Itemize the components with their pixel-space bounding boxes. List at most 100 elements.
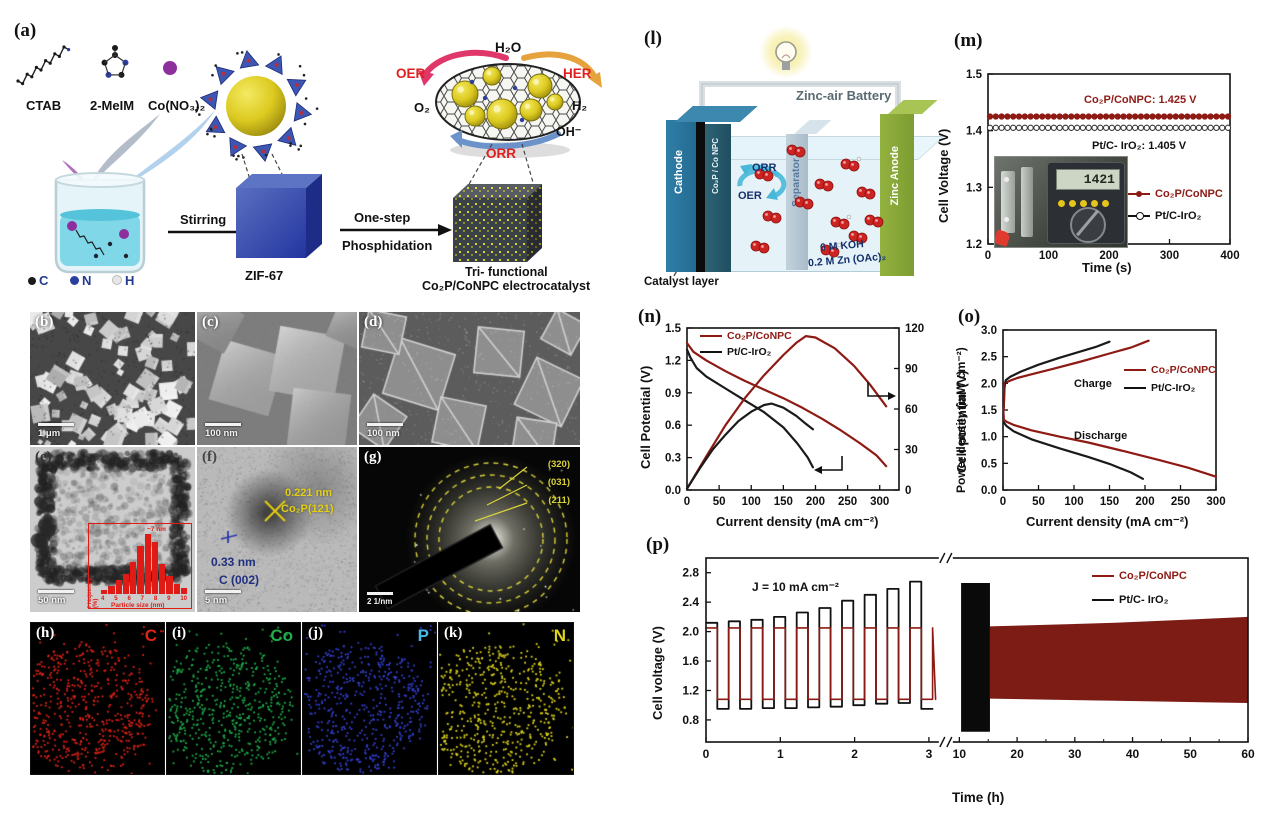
- histogram-xtick: 6: [127, 596, 131, 602]
- orr-arrowhead: [450, 130, 462, 148]
- ocv-marker: [1131, 124, 1139, 131]
- atom-legend-n: N: [70, 273, 91, 288]
- legend-line-icon: [1092, 575, 1114, 577]
- panel-g: (g) (320) (031) (211) 2 1/nm: [359, 447, 580, 612]
- product-label-2: Co₂P/CoNPC electrocatalyst: [422, 279, 591, 293]
- cage-tetrahedron: [229, 136, 248, 157]
- reagent-ctab-label: CTAB: [26, 98, 62, 113]
- y-tick-label: 0.8: [682, 713, 699, 727]
- ocv-marker: [1184, 113, 1191, 120]
- ctab-in-liquid: [75, 229, 105, 256]
- reagent-cobalt-label: Co(NO₃)₂: [148, 98, 206, 113]
- histogram-xtick: 4: [101, 596, 105, 602]
- legend-line-icon: [1124, 369, 1146, 371]
- x-tick-label: 10: [953, 747, 967, 761]
- y-tick-label: 1.0: [981, 432, 997, 444]
- histogram-bar: [144, 534, 151, 594]
- m-legend-black: Pt/C-IrO₂: [1128, 210, 1201, 222]
- y-tick-label: 0.0: [665, 485, 681, 497]
- cage-organic-dot: [235, 157, 238, 161]
- o2-highlight: [797, 149, 800, 152]
- orr-label: ORR: [486, 146, 516, 161]
- panel-o-label: (o): [958, 306, 981, 327]
- ocv-marker: [1190, 113, 1197, 120]
- ocv-marker: [1039, 113, 1046, 120]
- y-tick-label: 2.4: [682, 595, 699, 609]
- ring-label-320: (320): [547, 459, 570, 470]
- ocv-marker: [1068, 124, 1075, 131]
- ctab-atom: [34, 65, 38, 69]
- ocv-marker: [1160, 113, 1168, 120]
- hrtem-image-f: [197, 447, 357, 612]
- ring-callout-line: [474, 502, 528, 522]
- ocv-marker: [1062, 113, 1069, 120]
- ocv-marker: [1079, 124, 1087, 131]
- ocv-marker: [1097, 124, 1104, 131]
- x-tick-label: 250: [838, 496, 857, 508]
- y-tick-label: 0.3: [665, 453, 681, 465]
- panel-f-label: (f): [202, 449, 217, 465]
- ocv-marker: [1114, 113, 1121, 120]
- ocv-marker: [1149, 124, 1156, 131]
- cage-organic-dot: [196, 106, 200, 109]
- cage-co-atom: [286, 136, 291, 141]
- ocv-marker: [1027, 124, 1034, 131]
- x-tick-label: 100: [1039, 250, 1058, 262]
- ocv-marker: [1184, 124, 1191, 131]
- cage-core-sphere: [226, 76, 286, 136]
- atom-legend-c: C: [28, 273, 48, 288]
- scalebar-c: 100 nm: [205, 423, 241, 439]
- o2-highlight: [817, 181, 820, 184]
- fullerene-ball: [451, 80, 479, 108]
- ocv-marker: [1033, 113, 1040, 120]
- bulb-base: [782, 62, 790, 70]
- zif67-label: ZIF-67: [245, 268, 284, 283]
- o2-highlight: [859, 189, 862, 192]
- cell-plate: [1021, 167, 1033, 237]
- scalebar-line: [367, 592, 393, 595]
- n-legend-red: Co₂P/CoNPC: [700, 330, 792, 342]
- m-legend-red: Co₂P/CoNPC: [1128, 188, 1223, 200]
- scalebar-b: 1 μm: [38, 423, 74, 439]
- x-tick-label: 50: [713, 496, 726, 508]
- liquid-surface: [60, 209, 140, 221]
- scalebar-d: 100 nm: [367, 423, 403, 439]
- ball-highlight: [457, 86, 464, 93]
- cage-organic-dot: [232, 154, 235, 157]
- panel-h: (h) C: [30, 622, 165, 775]
- ocv-marker: [1219, 113, 1226, 120]
- cage-tetrahedron: [277, 126, 297, 146]
- h-atom-icon: [856, 156, 862, 162]
- panel-d-label: (d): [364, 314, 383, 330]
- axis-break-mask: [938, 739, 953, 745]
- ctab-atom: [39, 68, 43, 72]
- x-tick-label: 100: [1064, 496, 1083, 508]
- product-cube-top-light: [453, 184, 542, 198]
- panel-j-label: (j): [308, 625, 323, 641]
- ocv-marker: [1021, 113, 1028, 120]
- element-map-c: [31, 623, 164, 774]
- scalebar-f: 5 nm: [205, 590, 241, 606]
- ctab-atom: [57, 54, 62, 59]
- histogram-bar: [166, 576, 173, 594]
- p-xlabel: Time (h): [952, 790, 1005, 805]
- panel-c: (c) 100 nm: [197, 312, 357, 445]
- x-tick-label: 30: [1068, 747, 1082, 761]
- m-annotation-black: Pt/C- IrO₂: 1.405 V: [1092, 140, 1187, 152]
- x-tick-label: 50: [1184, 747, 1198, 761]
- o-plot: 0 50 100 150 200 250 300 0.0 0.5 1.0 1.5 2.0 2.5 3.0: [981, 325, 1226, 508]
- p-legend-black: Pt/C- IrO₂: [1092, 594, 1169, 606]
- battery-title: Zinc-air Battery: [796, 88, 892, 103]
- element-symbol-co: Co: [270, 626, 293, 645]
- ocv-marker: [1050, 124, 1058, 131]
- histogram-annotation: ~7 nm: [147, 526, 166, 533]
- x-tick-label: 50: [1032, 496, 1045, 508]
- h-atom-icon: [836, 242, 842, 248]
- o2-highlight: [875, 219, 878, 222]
- ctab-atom: [67, 48, 71, 52]
- button-icon: [1080, 200, 1087, 207]
- ocv-marker: [1108, 124, 1116, 131]
- ocv-marker: [1143, 113, 1150, 120]
- histogram-bar: [122, 574, 129, 594]
- x-tick-label: 300: [870, 496, 889, 508]
